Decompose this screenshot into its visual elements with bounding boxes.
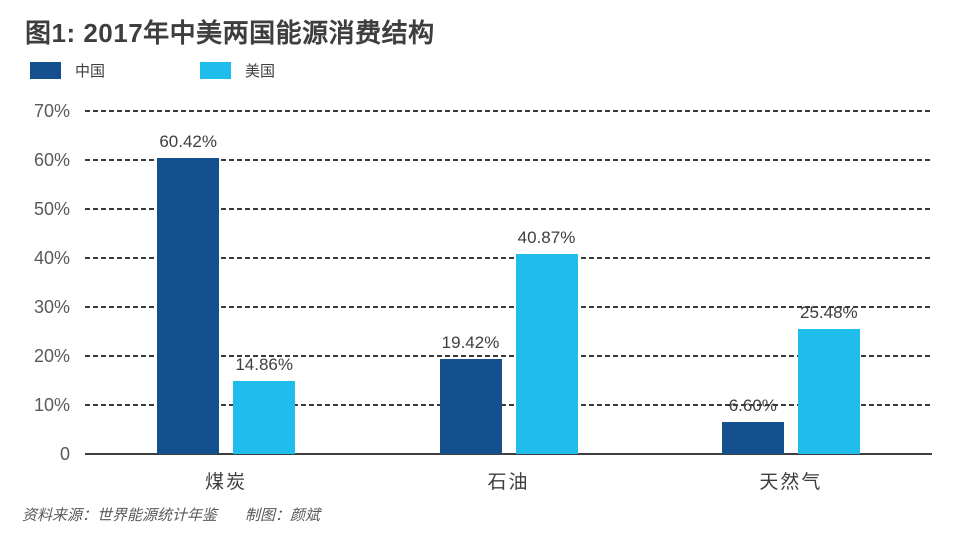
gridline-70 bbox=[85, 110, 932, 112]
footer: 资料来源：世界能源统计年鉴 制图：颜斌 bbox=[22, 504, 320, 525]
bar-us-3 bbox=[797, 329, 860, 454]
value-label-china-2: 19.42% bbox=[441, 332, 500, 352]
gridline-10 bbox=[85, 404, 932, 406]
value-label-us-1: 14.86% bbox=[235, 355, 293, 375]
y-axis-tick-label-30: 30% bbox=[33, 297, 70, 317]
gridline-30 bbox=[85, 306, 932, 308]
bar-china-2 bbox=[439, 358, 502, 454]
bar-china-1 bbox=[157, 157, 220, 454]
gridline-20 bbox=[85, 355, 932, 357]
credit-note: 制图：颜斌 bbox=[245, 507, 321, 524]
legend-item-china: 中国 bbox=[30, 61, 106, 80]
value-label-china-3: 6.60% bbox=[728, 395, 777, 415]
category-label-1: 煤炭 bbox=[205, 472, 248, 493]
y-axis-tick-label-60: 60% bbox=[33, 150, 70, 170]
bar-us-1 bbox=[233, 381, 296, 454]
x-axis-line bbox=[85, 453, 932, 455]
value-label-us-3: 25.48% bbox=[799, 303, 858, 323]
source-note: 资料来源：世界能源统计年鉴 bbox=[22, 507, 218, 524]
y-axis-tick-label-40: 40% bbox=[33, 248, 70, 268]
value-label-us-2: 40.87% bbox=[517, 227, 576, 247]
legend-swatch-us bbox=[200, 61, 231, 79]
legend-item-us: 美国 bbox=[200, 61, 276, 80]
gridline-40 bbox=[85, 257, 932, 259]
chart-title: 图1: 2017年中美两国能源消费结构 bbox=[25, 18, 435, 48]
legend-swatch-china bbox=[30, 61, 61, 79]
y-axis-tick-label-10: 10% bbox=[33, 395, 70, 415]
gridline-50 bbox=[85, 208, 932, 210]
bar-china-3 bbox=[721, 421, 784, 454]
category-label-2: 石油 bbox=[487, 472, 530, 493]
legend-label-us: 美国 bbox=[245, 62, 276, 80]
gridline-60 bbox=[85, 159, 932, 161]
y-axis-tick-label-0: 0 bbox=[59, 444, 70, 464]
value-label-china-1: 60.42% bbox=[159, 131, 217, 151]
category-label-3: 天然气 bbox=[759, 472, 823, 493]
y-axis-tick-label-70: 70% bbox=[33, 101, 70, 121]
y-axis-tick-label-50: 50% bbox=[33, 199, 70, 219]
bar-us-2 bbox=[515, 253, 578, 454]
legend-label-china: 中国 bbox=[75, 62, 106, 80]
y-axis-tick-label-20: 20% bbox=[33, 346, 70, 366]
